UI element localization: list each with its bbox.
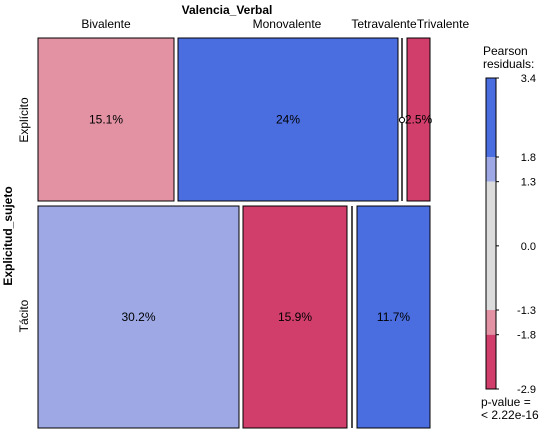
legend-tick-label: -2.9 bbox=[517, 384, 536, 396]
legend-band bbox=[486, 78, 496, 157]
mosaic-tiles: 15.1% 24% 2.5% 30.2% 15.9% 11.7% bbox=[37, 37, 433, 429]
legend-title-line1: Pearson bbox=[483, 44, 528, 58]
tile-tacito-bivalente bbox=[37, 205, 240, 429]
legend-band bbox=[486, 156, 496, 182]
p-value-line2: < 2.22e-16 bbox=[481, 408, 539, 422]
legend-tick-label: 3.4 bbox=[521, 73, 536, 85]
legend-band bbox=[486, 334, 496, 389]
legend-frame bbox=[485, 77, 497, 390]
cell-label-tacito-bivalente: 30.2% bbox=[121, 310, 155, 324]
legend-tick-label: 0.0 bbox=[521, 241, 536, 253]
column-label-trivalente: Trivalente bbox=[417, 17, 470, 31]
row-label-explicito: Explícito bbox=[17, 97, 31, 143]
legend-tick-label: -1.8 bbox=[517, 330, 536, 342]
zero-cell-marker bbox=[398, 116, 406, 124]
p-value-line1: p-value = bbox=[481, 395, 531, 409]
tile-explicito-bivalente bbox=[37, 37, 175, 202]
legend-tick-label: 1.3 bbox=[521, 177, 536, 189]
legend-tick-label: 1.8 bbox=[521, 152, 536, 164]
column-label-bivalente: Bivalente bbox=[81, 17, 131, 31]
legend: 3.4 1.8 1.3 0.0 -1.3 -1.8 -2.9 bbox=[485, 73, 536, 396]
legend-tick-label: -1.3 bbox=[517, 305, 536, 317]
tile-explicito-monovalente bbox=[177, 37, 399, 202]
chart-title: Valencia_Verbal bbox=[182, 3, 273, 17]
row-variable-label: Explicitud_sujeto bbox=[1, 186, 15, 285]
legend-band bbox=[486, 181, 496, 311]
cell-label-tacito-monovalente: 15.9% bbox=[278, 310, 312, 324]
tile-tacito-trivalente bbox=[356, 205, 431, 429]
tile-explicito-trivalente bbox=[406, 37, 431, 202]
column-label-monovalente: Monovalente bbox=[253, 17, 322, 31]
legend-band bbox=[486, 310, 496, 335]
tile-tacito-monovalente bbox=[242, 205, 348, 429]
cell-label-explicito-monovalente: 24% bbox=[276, 113, 300, 127]
legend-title-line2: residuals: bbox=[483, 57, 534, 71]
column-label-tetravalente: Tetravalente bbox=[351, 17, 417, 31]
cell-label-explicito-trivalente: 2.5% bbox=[405, 113, 433, 127]
cell-label-explicito-bivalente: 15.1% bbox=[89, 113, 123, 127]
cell-label-tacito-trivalente: 11.7% bbox=[377, 310, 410, 324]
row-label-tacito: Tácito bbox=[17, 299, 31, 332]
